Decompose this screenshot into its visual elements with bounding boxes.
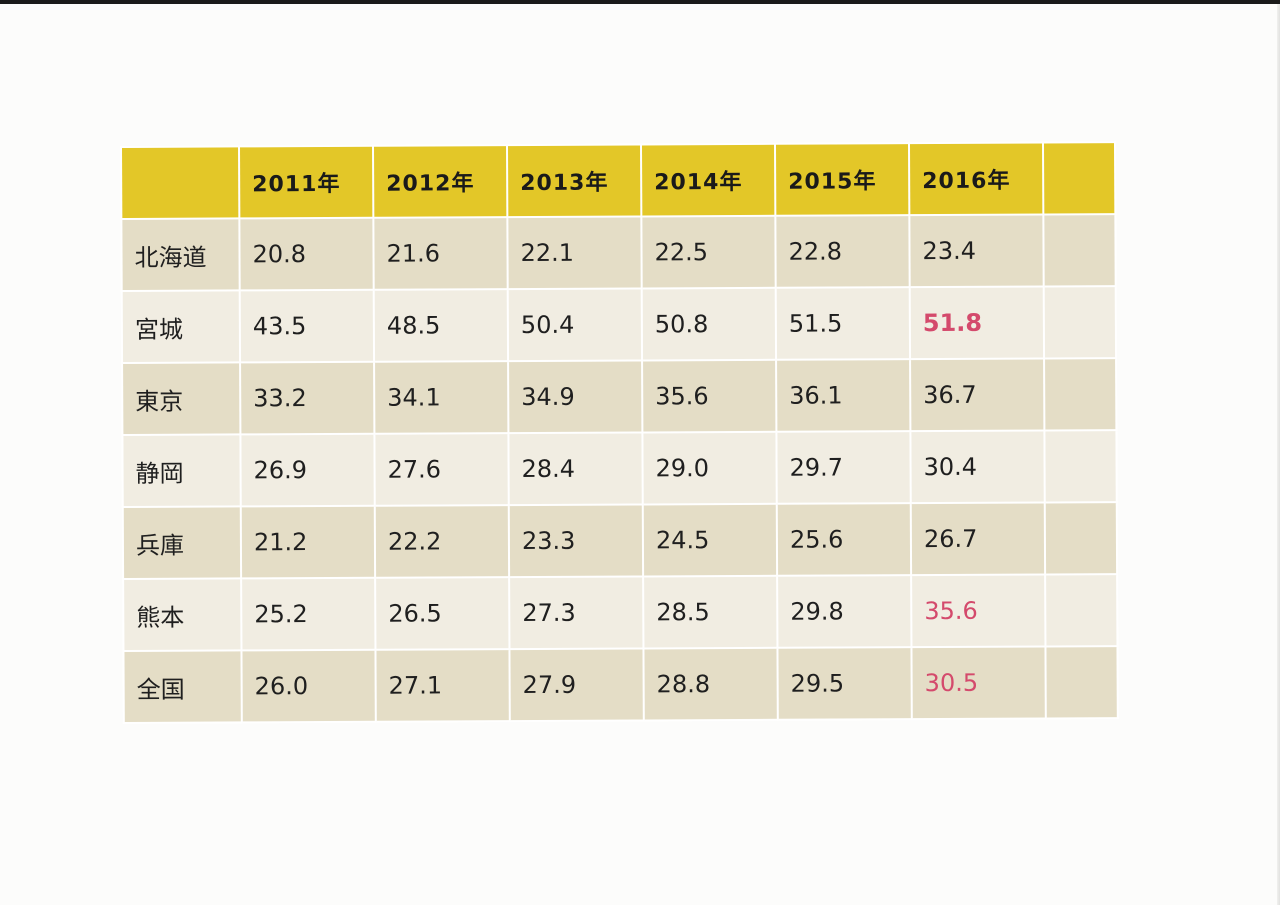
value-cell: 34.1 [374,361,509,434]
value-cell: 30.5 [911,646,1046,720]
data-table-container: 2011年 2012年 2013年 2014年 2015年 2016年 北海道 2… [120,141,1119,724]
scan-right-edge [1277,4,1280,905]
row-label-cell: 宮城 [121,290,241,363]
empty-cell [1045,574,1118,647]
empty-cell [1045,646,1118,719]
table-row: 北海道 20.8 21.6 22.1 22.5 22.8 23.4 [121,214,1116,291]
value-cell: 25.2 [241,577,376,651]
header-year-cell: 2013年 [507,144,642,218]
value-cell: 27.9 [509,648,644,722]
value-cell: 24.5 [642,503,778,577]
row-label-cell: 静岡 [122,434,241,507]
value-cell: 25.6 [776,503,912,576]
value-cell: 33.2 [240,361,375,435]
value-cell: 51.5 [775,287,911,360]
row-label-cell: 東京 [122,362,241,435]
value-cell: 22.5 [641,215,776,289]
value-cell: 48.5 [373,289,509,362]
value-cell: 36.7 [910,358,1045,432]
row-label-cell: 兵庫 [122,506,242,579]
header-year-cell: 2011年 [239,145,374,219]
row-label-cell: 熊本 [123,578,242,651]
table-row: 全国 26.0 27.1 27.9 28.8 29.5 30.5 [123,646,1118,723]
value-cell: 29.7 [776,431,911,504]
header-year-cell: 2012年 [373,145,508,218]
empty-cell [1043,214,1116,287]
value-cell: 29.0 [642,431,777,505]
header-year-cell: 2015年 [774,143,910,216]
value-cell: 36.1 [776,359,911,432]
table-row: 静岡 26.9 27.6 28.4 29.0 29.7 30.4 [122,430,1117,507]
value-cell: 26.9 [240,433,375,507]
value-cell: 29.8 [777,575,912,648]
value-cell: 26.5 [375,577,510,650]
scan-top-edge [0,0,1280,4]
header-year-cell: 2016年 [908,142,1044,216]
header-year-cell: 2014年 [640,143,776,217]
table-body: 北海道 20.8 21.6 22.1 22.5 22.8 23.4 宮城 43.5 48.5 50.… [121,214,1118,723]
value-cell: 35.6 [642,359,777,433]
value-cell: 28.5 [643,575,778,649]
value-cell: 30.4 [910,430,1045,504]
value-cell: 27.6 [374,433,509,506]
value-cell: 51.8 [909,286,1045,360]
header-corner-cell [121,146,240,219]
value-cell: 26.0 [241,649,376,723]
value-cell: 43.5 [239,289,375,363]
table-header-row: 2011年 2012年 2013年 2014年 2015年 2016年 [121,142,1116,219]
table-row: 東京 33.2 34.1 34.9 35.6 36.1 36.7 [122,358,1117,435]
empty-cell [1043,286,1117,359]
value-cell: 22.2 [374,505,510,578]
value-cell: 35.6 [911,574,1046,648]
empty-cell [1044,502,1118,575]
empty-cell [1044,430,1117,503]
value-cell: 27.3 [509,576,644,650]
value-cell: 50.8 [641,287,777,361]
value-cell: 29.5 [777,647,912,720]
table-row: 兵庫 21.2 22.2 23.3 24.5 25.6 26.7 [122,502,1118,579]
value-cell: 34.9 [508,360,643,434]
value-cell: 28.4 [508,432,643,506]
value-cell: 22.8 [775,215,910,288]
value-cell: 28.8 [643,647,778,721]
value-cell: 50.4 [507,288,643,362]
empty-cell [1044,358,1117,431]
table-row: 熊本 25.2 26.5 27.3 28.5 29.8 35.6 [123,574,1118,651]
header-empty-cell [1042,142,1116,215]
value-cell: 22.1 [507,216,642,290]
value-cell: 21.2 [240,505,376,579]
value-cell: 23.4 [909,214,1044,288]
value-cell: 26.7 [910,502,1046,576]
table-row: 宮城 43.5 48.5 50.4 50.8 51.5 51.8 [121,286,1117,363]
value-cell: 21.6 [373,217,508,290]
row-label-cell: 北海道 [121,218,240,291]
value-cell: 23.3 [508,504,644,578]
row-label-cell: 全国 [123,650,242,723]
value-cell: 20.8 [239,217,374,291]
data-table: 2011年 2012年 2013年 2014年 2015年 2016年 北海道 2… [120,141,1119,724]
value-cell: 27.1 [375,649,510,722]
